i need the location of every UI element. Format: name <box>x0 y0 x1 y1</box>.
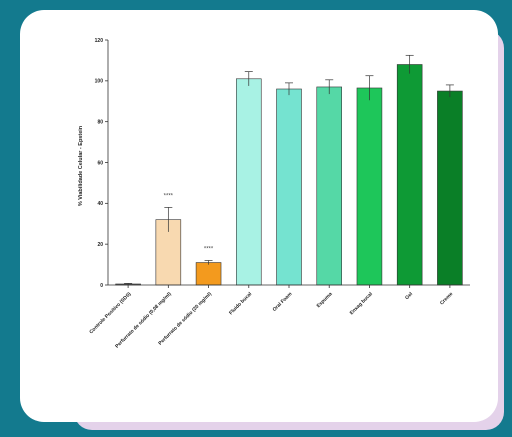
x-tick-label: Controle Positivo (SDS) <box>88 291 132 335</box>
significance-marker: **** <box>164 193 174 199</box>
y-tick-label: 20 <box>97 242 103 248</box>
bar <box>236 78 262 286</box>
bars-group: **** **** <box>115 54 463 286</box>
bar <box>356 87 383 286</box>
significance-marker: **** <box>204 247 214 253</box>
y-tick-label: 80 <box>97 119 103 125</box>
bar <box>276 88 302 286</box>
y-tick-label: 40 <box>97 201 103 207</box>
y-tick-label: 0 <box>100 283 103 289</box>
x-tick-label: Creme <box>439 291 454 306</box>
bar <box>437 90 463 286</box>
x-tick-label: Gel <box>404 291 414 301</box>
x-axis: Controle Positivo (SDS)Perfurrato de sód… <box>88 284 470 350</box>
y-axis-title: % Viabilidade Celular - Epstein <box>78 125 84 206</box>
y-tick-label: 120 <box>95 38 104 44</box>
y-tick-label: 100 <box>95 79 104 85</box>
bar <box>316 86 342 286</box>
bar <box>396 64 423 286</box>
x-tick-label: Enxag bucal <box>349 291 375 317</box>
x-tick-label: Oral Foam <box>272 291 294 313</box>
x-tick-label: Fluido bucal <box>228 291 253 316</box>
bar <box>195 262 222 286</box>
y-tick-label: 60 <box>97 160 103 166</box>
y-axis: 0 20 40 60 80 100 120 <box>95 38 109 289</box>
x-tick-label: Espuma <box>316 291 334 309</box>
